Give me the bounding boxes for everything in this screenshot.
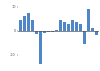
Bar	[95, 31, 98, 36]
Bar	[23, 16, 26, 31]
Bar	[47, 31, 50, 32]
Bar	[67, 24, 70, 31]
Bar	[63, 22, 66, 31]
Bar	[87, 9, 90, 31]
Bar	[35, 31, 38, 34]
Bar	[27, 13, 30, 31]
Bar	[79, 24, 82, 31]
Bar	[59, 20, 62, 31]
Bar	[19, 20, 22, 31]
Bar	[91, 28, 94, 31]
Bar	[31, 20, 34, 31]
Bar	[39, 31, 42, 64]
Bar	[83, 31, 86, 44]
Bar	[51, 31, 54, 32]
Bar	[55, 30, 58, 31]
Bar	[75, 22, 78, 31]
Bar	[43, 31, 46, 33]
Bar	[71, 20, 74, 31]
